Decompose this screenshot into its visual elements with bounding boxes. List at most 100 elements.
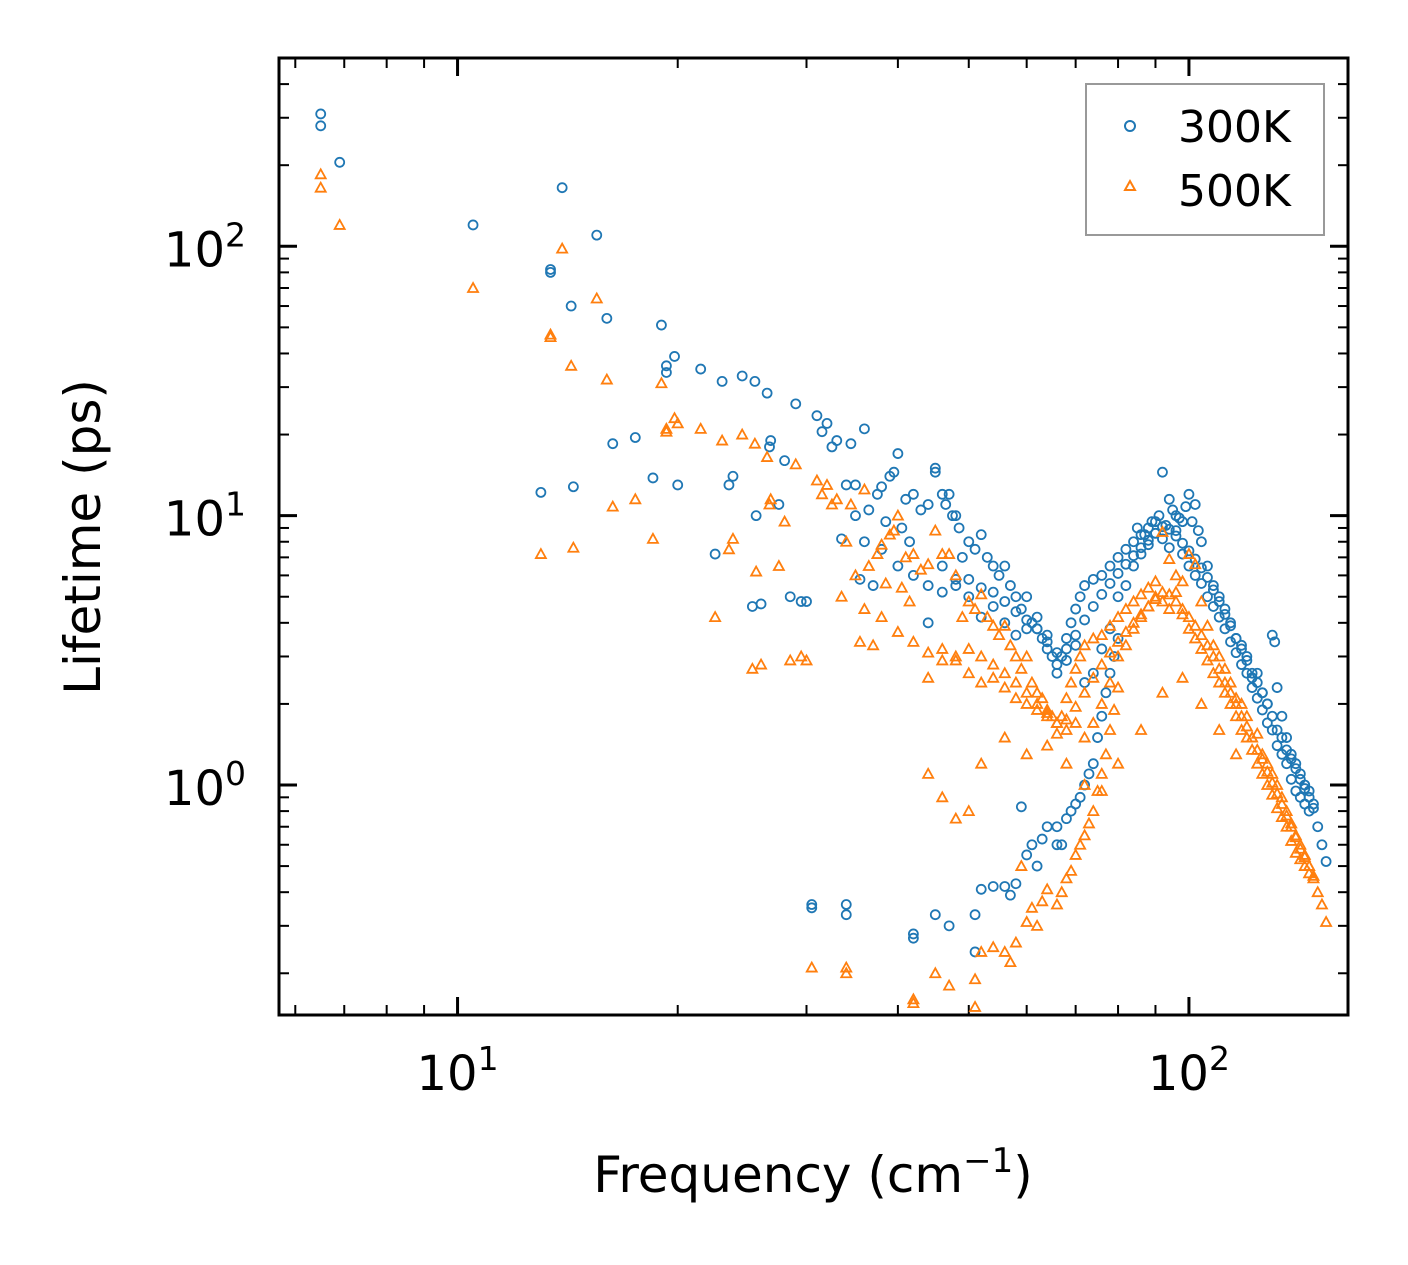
point-300k <box>880 516 892 528</box>
point-500k <box>600 372 614 385</box>
point-500k <box>1280 808 1294 821</box>
point-300k <box>1004 889 1016 901</box>
point-300k <box>545 266 556 278</box>
point-500k <box>1155 585 1169 598</box>
point-500k <box>949 568 963 581</box>
point-300k <box>963 573 975 585</box>
point-500k <box>1059 712 1073 725</box>
point-300k <box>334 156 346 168</box>
point-500k <box>789 457 803 470</box>
point-300k <box>956 551 968 563</box>
point-500k <box>1020 697 1034 709</box>
point-300k <box>1236 643 1247 655</box>
point-500k <box>659 424 673 437</box>
point-500k <box>949 649 963 662</box>
point-500k <box>962 594 976 607</box>
point-300k <box>953 522 965 534</box>
point-500k <box>1086 804 1100 817</box>
point-500k <box>1270 786 1284 799</box>
point-500k <box>1050 897 1064 910</box>
point-500k <box>1162 552 1176 564</box>
point-300k <box>940 499 952 510</box>
point-500k <box>839 960 853 973</box>
point-300k <box>565 300 577 312</box>
point-500k <box>998 680 1012 693</box>
point-300k <box>1056 839 1068 851</box>
point-300k <box>892 560 904 572</box>
point-500k <box>891 508 905 521</box>
point-300k <box>943 488 955 500</box>
point-300k <box>936 488 948 500</box>
point-500k <box>1064 864 1078 876</box>
point-300k <box>535 486 547 498</box>
point-300k <box>969 543 981 555</box>
point-300k <box>1195 536 1207 548</box>
point-500k <box>799 653 814 666</box>
point-500k <box>1293 852 1307 865</box>
point-300k <box>845 438 857 450</box>
point-300k <box>850 510 861 522</box>
point-500k <box>1040 703 1054 715</box>
point-300k <box>1087 601 1099 612</box>
point-300k <box>1010 878 1022 890</box>
point-500k <box>1134 610 1148 623</box>
point-300k <box>1271 724 1283 736</box>
point-300k <box>892 448 904 459</box>
point-300k <box>1290 763 1302 775</box>
point-300k <box>806 902 818 914</box>
point-500k <box>914 562 928 575</box>
point-500k <box>1311 885 1325 898</box>
point-300k <box>1120 558 1132 570</box>
point-500k <box>921 670 935 683</box>
point-300k <box>1036 833 1048 845</box>
point-300k <box>1303 791 1315 803</box>
point-500k <box>1134 607 1148 620</box>
point-500k <box>928 966 942 979</box>
point-300k <box>1219 608 1231 620</box>
point-500k <box>805 960 819 973</box>
point-300k <box>1157 533 1168 545</box>
point-500k <box>794 649 808 662</box>
point-300k <box>790 398 802 410</box>
point-300k <box>876 481 887 493</box>
point-300k <box>1186 516 1198 528</box>
point-500k <box>857 602 871 614</box>
point-500k <box>762 497 777 510</box>
legend-label-300k: 300K <box>1178 102 1292 153</box>
point-500k <box>992 628 1006 641</box>
point-500k <box>1014 859 1028 871</box>
point-500k <box>974 756 988 769</box>
point-300k <box>1183 488 1195 500</box>
point-500k <box>1103 675 1117 688</box>
point-300k <box>975 529 987 541</box>
point-500k <box>1086 716 1100 728</box>
point-500k <box>815 487 829 500</box>
point-500k <box>1095 657 1109 670</box>
point-300k <box>1183 560 1195 572</box>
point-300k <box>315 120 327 132</box>
point-300k <box>1189 569 1201 581</box>
point-300k <box>1225 620 1236 632</box>
point-300k <box>963 536 975 548</box>
point-300k <box>723 479 735 491</box>
point-300k <box>1189 499 1201 510</box>
point-300k <box>709 548 721 560</box>
point-500k <box>646 531 660 544</box>
point-500k <box>1306 868 1320 881</box>
point-300k <box>1266 629 1278 641</box>
point-300k <box>907 932 919 944</box>
point-300k <box>1202 571 1213 583</box>
point-300k <box>1251 677 1263 688</box>
point-500k <box>949 811 963 824</box>
point-300k <box>999 560 1011 572</box>
point-300k <box>867 580 879 591</box>
point-300k <box>1104 578 1116 589</box>
point-300k <box>1015 801 1027 813</box>
point-300k <box>1061 813 1072 825</box>
x-axis-label: Frequency (cm−1) <box>593 1141 1033 1204</box>
point-500k <box>1127 615 1141 628</box>
point-300k <box>801 596 812 607</box>
point-500k <box>1162 602 1176 614</box>
y-axis-label: Lifetime (ps) <box>54 379 112 695</box>
